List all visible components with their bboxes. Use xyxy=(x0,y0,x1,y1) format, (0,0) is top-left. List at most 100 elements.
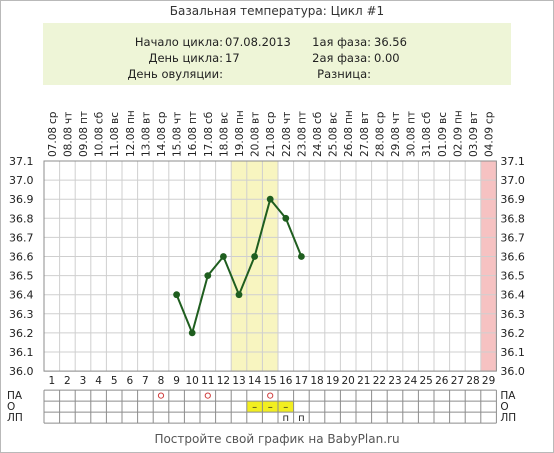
x-weekday-label: чт xyxy=(62,112,74,124)
temperature-point xyxy=(235,291,243,299)
y-tick-label-right: 36.1 xyxy=(500,346,525,359)
x-day-number: 23 xyxy=(388,375,401,387)
x-date-label: 12.08 xyxy=(125,127,137,157)
x-day-number: 4 xyxy=(95,375,102,387)
ovulation-test-mark: – xyxy=(252,402,257,413)
ovulation-test-cell xyxy=(246,401,263,413)
x-day-number: 16 xyxy=(279,375,293,387)
marker-row-label-left: ЛП xyxy=(7,412,23,424)
plot-area-border xyxy=(43,160,497,372)
x-day-number: 9 xyxy=(173,375,180,387)
ovulation-test-cell xyxy=(278,401,294,413)
x-date-label: 13.08 xyxy=(140,127,152,157)
x-weekday-label: вт xyxy=(250,112,262,124)
y-tick-label-left: 36.3 xyxy=(9,308,34,321)
temperature-point xyxy=(220,253,227,260)
ovulation-test-mark: – xyxy=(268,402,273,413)
x-day-number: 14 xyxy=(248,375,262,387)
y-tick-label-left: 36.2 xyxy=(9,327,34,340)
y-tick-label-left: 36.0 xyxy=(9,365,34,378)
x-weekday-label: пт xyxy=(78,111,90,124)
x-weekday-label: пт xyxy=(187,111,199,124)
x-weekday-label: пн xyxy=(452,110,464,124)
x-day-number: 28 xyxy=(466,375,479,387)
x-date-label: 21.08 xyxy=(265,127,277,157)
temperature-point xyxy=(298,253,305,260)
x-weekday-label: вт xyxy=(468,112,480,124)
x-date-label: 31.08 xyxy=(421,127,433,157)
x-date-label: 15.08 xyxy=(172,127,184,157)
chart-title: Базальная температура: Цикл #1 xyxy=(169,4,385,18)
x-day-number: 18 xyxy=(310,375,323,387)
y-tick-label-left: 36.5 xyxy=(9,270,34,283)
y-tick-label-left: 36.6 xyxy=(9,251,34,264)
y-tick-label-left: 37.1 xyxy=(9,155,34,168)
x-day-number: 22 xyxy=(373,375,386,387)
x-weekday-label: сб xyxy=(203,112,215,124)
cycle-day-label: День цикла: xyxy=(148,51,223,65)
x-date-label: 11.08 xyxy=(109,127,121,157)
y-tick-label-left: 37.0 xyxy=(9,174,34,187)
y-tick-label-left: 36.4 xyxy=(9,289,34,302)
x-day-number: 6 xyxy=(126,375,133,387)
y-tick-label-right: 36.9 xyxy=(500,193,525,206)
x-day-number: 15 xyxy=(264,375,277,387)
x-date-label: 02.09 xyxy=(452,127,464,157)
x-weekday-label: вс xyxy=(328,112,340,124)
x-day-number: 13 xyxy=(232,375,245,387)
x-day-number: 3 xyxy=(80,375,87,387)
cycle-end-column xyxy=(480,161,497,372)
y-tick-label-right: 36.3 xyxy=(500,308,525,321)
x-date-label: 07.08 xyxy=(47,127,59,157)
x-date-label: 27.08 xyxy=(359,127,371,157)
x-date-label: 30.08 xyxy=(406,127,418,157)
x-day-number: 7 xyxy=(142,375,149,387)
x-date-label: 26.08 xyxy=(343,127,355,157)
x-date-label: 14.08 xyxy=(156,127,168,157)
ovulation-test-cell xyxy=(262,401,278,413)
x-day-number: 8 xyxy=(158,375,165,387)
x-date-label: 08.08 xyxy=(62,127,74,157)
x-weekday-label: ср xyxy=(265,111,277,124)
ovulation-window-band xyxy=(231,161,278,372)
y-tick-label-right: 36.4 xyxy=(500,289,525,302)
x-day-number: 20 xyxy=(342,375,355,387)
x-day-number: 24 xyxy=(404,375,418,387)
temperature-point xyxy=(266,195,274,203)
x-day-number: 1 xyxy=(48,375,55,387)
x-weekday-label: вс xyxy=(218,112,230,124)
cycle-day-value: 17 xyxy=(225,51,240,65)
footer-credit: Постройте свой график на BabyPlan.ru xyxy=(154,432,400,446)
temperature-point xyxy=(282,214,290,222)
y-tick-label-left: 36.7 xyxy=(9,231,34,244)
y-tick-label-left: 36.1 xyxy=(9,346,34,359)
x-weekday-label: вт xyxy=(359,112,371,124)
y-tick-label-left: 36.9 xyxy=(9,193,34,206)
x-weekday-label: сб xyxy=(312,112,324,124)
discharge-mark: п xyxy=(298,413,305,424)
x-date-label: 16.08 xyxy=(187,127,199,157)
marker-row-label-left: ПА xyxy=(7,390,23,402)
x-day-number: 12 xyxy=(217,375,230,387)
x-weekday-label: ср xyxy=(484,111,496,124)
intercourse-mark xyxy=(157,392,165,399)
x-date-label: 20.08 xyxy=(250,127,262,157)
difference-label: Разница: xyxy=(317,67,371,81)
phase1-value: 36.56 xyxy=(374,35,407,49)
x-day-number: 5 xyxy=(111,375,118,387)
x-date-label: 18.08 xyxy=(218,127,230,157)
x-date-label: 24.08 xyxy=(312,127,324,157)
x-day-number: 10 xyxy=(186,375,199,387)
x-weekday-label: пт xyxy=(296,111,308,124)
intercourse-mark xyxy=(267,392,274,399)
x-date-label: 09.08 xyxy=(78,127,90,157)
x-day-number: 2 xyxy=(64,375,71,387)
y-tick-label-right: 37.1 xyxy=(500,155,525,168)
x-weekday-label: ср xyxy=(47,111,59,124)
x-date-label: 17.08 xyxy=(203,127,215,157)
y-tick-label-right: 36.6 xyxy=(500,251,525,264)
y-tick-label-right: 36.2 xyxy=(500,327,525,340)
discharge-mark: п xyxy=(283,413,290,424)
phase2-label: 2ая фаза: xyxy=(312,51,371,65)
x-weekday-label: пт xyxy=(406,111,418,124)
